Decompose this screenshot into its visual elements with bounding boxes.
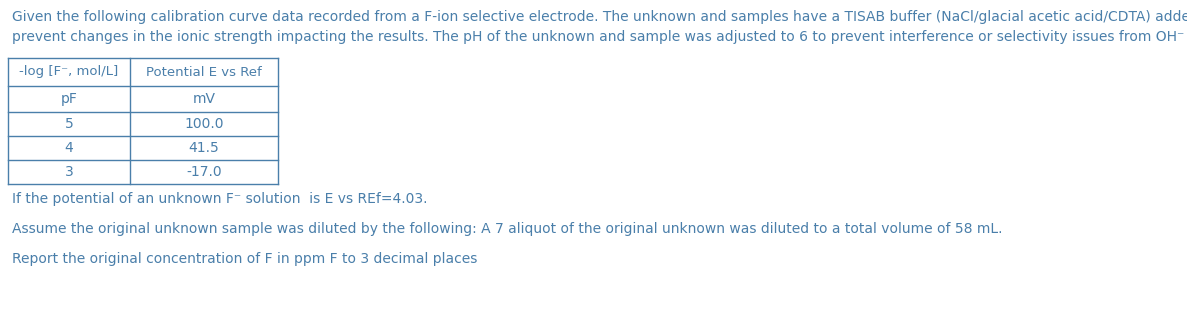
Text: prevent changes in the ionic strength impacting the results. The pH of the unkno: prevent changes in the ionic strength im… — [12, 30, 1185, 44]
Text: If the potential of an unknown F⁻ solution  is E vs REf=4.03.: If the potential of an unknown F⁻ soluti… — [12, 192, 427, 206]
Text: -log [F⁻, mol/L]: -log [F⁻, mol/L] — [19, 66, 119, 79]
Text: 3: 3 — [64, 165, 74, 179]
Text: Assume the original unknown sample was diluted by the following: A 7 aliquot of : Assume the original unknown sample was d… — [12, 222, 1003, 236]
Text: 100.0: 100.0 — [184, 117, 224, 131]
Text: 41.5: 41.5 — [189, 141, 220, 155]
Text: 5: 5 — [64, 117, 74, 131]
Text: Report the original concentration of F in ppm F to 3 decimal places: Report the original concentration of F i… — [12, 252, 477, 266]
Text: pF: pF — [61, 92, 77, 106]
Text: Potential E vs Ref: Potential E vs Ref — [146, 66, 262, 79]
Text: -17.0: -17.0 — [186, 165, 222, 179]
Text: mV: mV — [192, 92, 216, 106]
Text: Given the following calibration curve data recorded from a F-ion selective elect: Given the following calibration curve da… — [12, 10, 1187, 24]
Text: 4: 4 — [64, 141, 74, 155]
